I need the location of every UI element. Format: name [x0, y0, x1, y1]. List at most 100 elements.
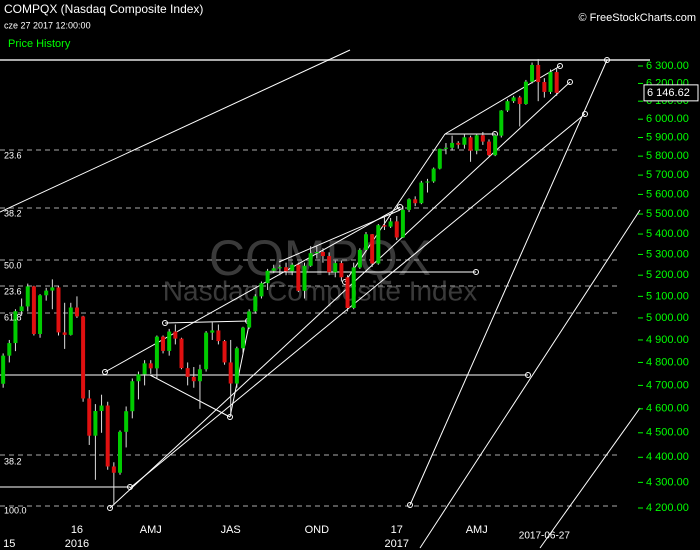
candle-body: [333, 263, 338, 273]
candle-body: [456, 142, 461, 145]
trendline: [129, 113, 586, 489]
candle-body: [105, 405, 110, 467]
y-tick-label: 4 600.00: [646, 403, 689, 415]
fib-label: 38.2: [4, 456, 22, 466]
x-year-label: 2017: [385, 538, 409, 550]
axes: 23.6 38.2 50.0 23.6 61.8 38.2 100.0 4 200.00 4 3…: [3, 60, 699, 550]
x-year-label: 2017-06-27: [519, 531, 571, 542]
candle-body: [265, 270, 270, 284]
candle-body: [7, 343, 12, 356]
candle-body: [210, 330, 215, 333]
y-tick-label: 6 000.00: [646, 113, 689, 125]
trendline: [539, 407, 641, 549]
candles: [1, 59, 559, 506]
y-tick-label: 5 900.00: [646, 131, 689, 143]
candle-body: [13, 311, 18, 344]
candle-body: [167, 331, 172, 351]
candle-body: [50, 287, 55, 291]
candle-body: [136, 374, 141, 382]
anchor: [407, 502, 413, 508]
candle-body: [548, 72, 553, 92]
candle-body: [487, 141, 491, 156]
last-price-label: 6 146.62: [647, 87, 690, 99]
fib-label: 50.0: [4, 260, 22, 270]
candle-body: [554, 72, 559, 93]
trendline: [104, 206, 401, 373]
timestamp: cze 27 2017 12:00:00: [4, 20, 91, 30]
panel-title: Price History: [8, 38, 71, 50]
trendline: [409, 59, 608, 506]
candle-body: [327, 256, 332, 273]
trendline: [149, 374, 231, 418]
candle-body: [511, 97, 516, 102]
y-tick-label: 4 700.00: [646, 379, 689, 391]
candle-body: [413, 199, 418, 204]
candle-body: [19, 306, 24, 312]
x-tick-label: 17: [391, 524, 403, 536]
candle-body: [530, 64, 535, 82]
candle-body: [284, 267, 289, 272]
y-tick-label: 5 800.00: [646, 150, 689, 162]
y-tick-label: 5 000.00: [646, 312, 689, 324]
anchor: [525, 372, 531, 378]
y-tick-label: 4 500.00: [646, 427, 689, 439]
candle-body: [370, 234, 375, 264]
y-tick-label: 4 400.00: [646, 451, 689, 463]
trendline: [419, 209, 641, 549]
title: COMPQX (Nasdaq Composite Index): [4, 2, 203, 16]
x-tick-label: AMJ: [140, 524, 162, 536]
fib-label: 61.8: [4, 312, 22, 322]
candle-body: [197, 369, 202, 382]
watermark-name: Nasdaq Composite Index: [163, 275, 477, 306]
candle-body: [228, 362, 233, 384]
anchor: [473, 269, 479, 275]
candle-body: [290, 264, 295, 272]
candle-body: [394, 221, 399, 238]
candle-body: [364, 234, 368, 250]
candle-body: [419, 182, 424, 204]
candle-body: [154, 336, 159, 369]
anchor: [162, 320, 168, 326]
candle-body: [118, 431, 122, 473]
x-tick-label: 16: [71, 524, 83, 536]
candle-body: [1, 355, 6, 384]
anchor: [582, 111, 588, 117]
candle-body: [425, 181, 430, 183]
candle-body: [68, 307, 73, 335]
candle-body: [382, 225, 387, 227]
candle-body: [462, 137, 467, 145]
candle-body: [468, 137, 473, 151]
x-tick-label: JAS: [221, 524, 241, 536]
candle-body: [62, 332, 67, 335]
y-tick-label: 5 200.00: [646, 269, 689, 281]
trendline: [229, 319, 251, 418]
x-year-label: 15: [3, 538, 15, 550]
y-tick-label: 6 300.00: [646, 60, 689, 72]
candle-body: [499, 110, 504, 136]
candle-body: [450, 142, 455, 148]
candle-body: [505, 101, 510, 111]
candle-body: [216, 330, 221, 342]
candle-body: [253, 296, 258, 312]
y-tick-label: 4 800.00: [646, 356, 689, 368]
trendline: [0, 49, 351, 213]
candle-body: [407, 199, 412, 210]
candle-body: [443, 147, 448, 149]
candle-body: [542, 82, 547, 92]
candle-body: [111, 466, 116, 473]
last-price-box: [643, 84, 699, 102]
candle-body: [124, 411, 129, 432]
y-tick-label: 4 900.00: [646, 334, 689, 346]
candle-body: [222, 341, 227, 363]
candle-body: [296, 264, 301, 291]
fib-label: 23.6: [4, 286, 22, 296]
y-tick-label: 5 100.00: [646, 290, 689, 302]
candle-body: [308, 253, 313, 266]
y-tick-label: 5 700.00: [646, 169, 689, 181]
candle-body: [357, 249, 362, 268]
candle-body: [351, 267, 356, 308]
y-tick-label: 5 500.00: [646, 208, 689, 220]
candle-body: [314, 251, 319, 254]
y-tick-label: 5 400.00: [646, 228, 689, 240]
